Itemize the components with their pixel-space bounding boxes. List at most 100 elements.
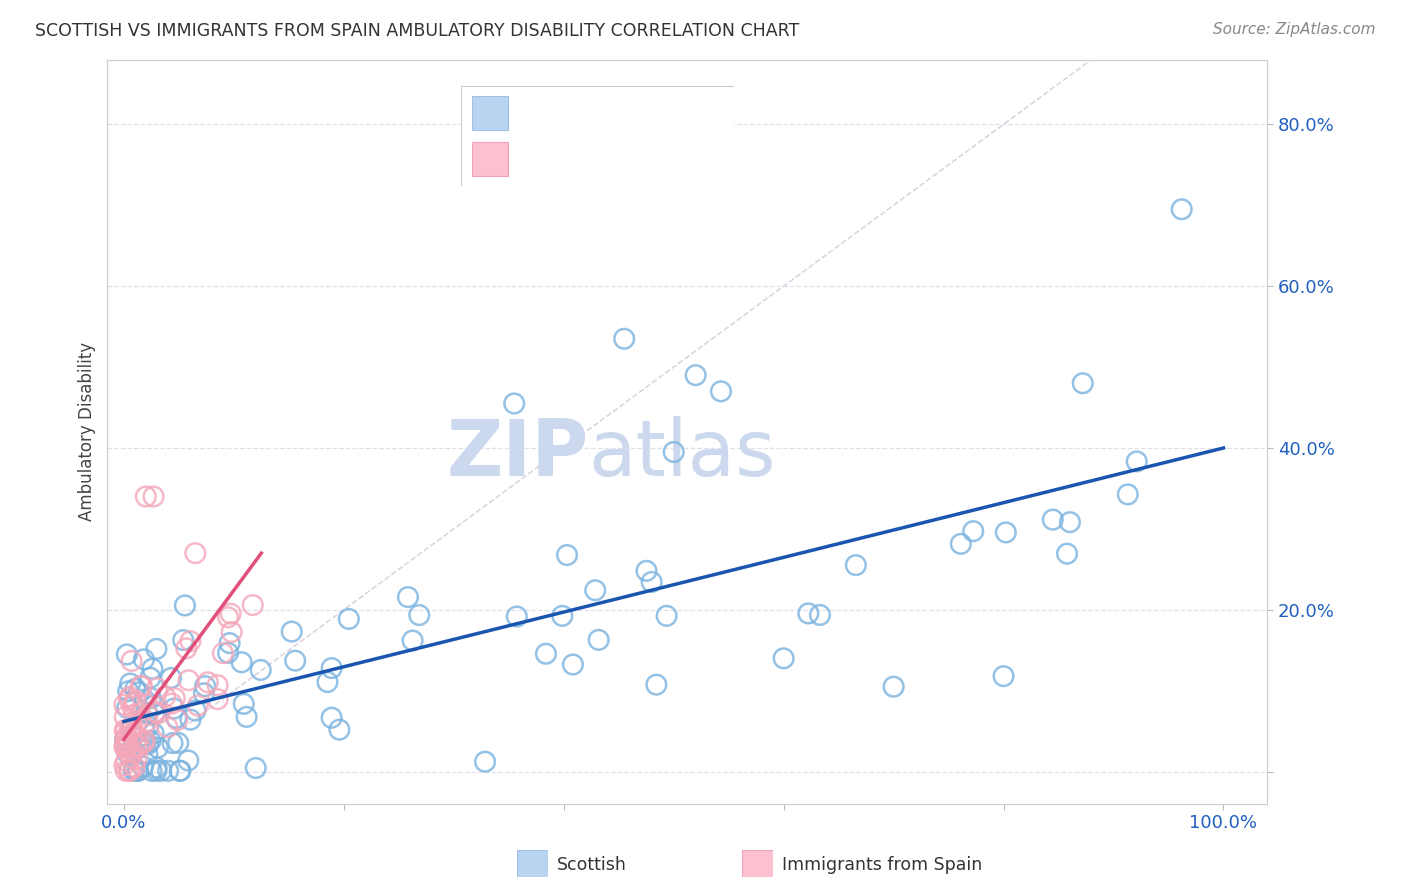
Point	[163, 701, 186, 715]
Point	[122, 707, 145, 722]
Point	[1042, 513, 1064, 527]
Text: Scottish: Scottish	[557, 856, 627, 874]
Point	[1116, 487, 1139, 501]
Point	[127, 764, 149, 778]
Point	[114, 739, 136, 753]
Point	[1071, 376, 1094, 391]
Point	[115, 740, 138, 755]
Point	[655, 608, 678, 623]
Point	[114, 738, 136, 752]
Point	[506, 609, 529, 624]
Point	[121, 729, 143, 743]
Point	[141, 764, 163, 778]
Point	[122, 764, 145, 778]
Point	[207, 692, 229, 706]
Point	[408, 608, 430, 623]
Point	[136, 706, 159, 720]
Point	[1170, 202, 1192, 217]
Point	[993, 669, 1015, 683]
Point	[115, 648, 138, 662]
Point	[134, 692, 156, 706]
Point	[218, 636, 240, 650]
Point	[636, 564, 658, 578]
Point	[142, 490, 165, 504]
Point	[321, 711, 343, 725]
Point	[174, 599, 197, 613]
Point	[156, 720, 179, 734]
Point	[160, 671, 183, 685]
Point	[160, 697, 183, 711]
Point	[114, 733, 136, 747]
Point	[177, 673, 200, 688]
Point	[337, 612, 360, 626]
Point	[134, 723, 156, 738]
Point	[141, 662, 163, 676]
Point	[217, 646, 239, 660]
Point	[169, 764, 191, 778]
Point	[132, 652, 155, 666]
Point	[534, 647, 557, 661]
Point	[118, 690, 141, 704]
Point	[117, 684, 139, 698]
Point	[883, 680, 905, 694]
Point	[121, 722, 143, 736]
Point	[129, 739, 152, 754]
Point	[685, 368, 707, 383]
Point	[588, 632, 610, 647]
Point	[249, 663, 271, 677]
Point	[401, 633, 423, 648]
Point	[143, 698, 166, 713]
Point	[184, 704, 207, 718]
Point	[167, 736, 190, 750]
Point	[179, 634, 201, 648]
Point	[128, 685, 150, 699]
Point	[146, 681, 169, 696]
Point	[176, 641, 198, 656]
Point	[145, 641, 167, 656]
Point	[131, 679, 153, 693]
Point	[136, 708, 159, 723]
FancyBboxPatch shape	[742, 850, 773, 877]
Point	[194, 679, 217, 693]
Point	[396, 590, 419, 604]
Point	[132, 736, 155, 750]
Point	[114, 710, 136, 724]
Point	[125, 739, 148, 754]
Point	[125, 752, 148, 766]
Point	[135, 714, 157, 729]
Point	[169, 764, 191, 778]
Point	[645, 678, 668, 692]
Point	[221, 625, 243, 640]
Point	[150, 764, 173, 778]
Point	[284, 654, 307, 668]
Point	[177, 754, 200, 768]
Point	[148, 706, 170, 721]
Point	[134, 737, 156, 751]
Point	[124, 727, 146, 741]
Point	[124, 694, 146, 708]
Point	[120, 750, 142, 764]
Point	[245, 761, 267, 775]
Point	[551, 608, 574, 623]
Point	[121, 699, 143, 714]
Point	[143, 705, 166, 719]
Point	[232, 697, 254, 711]
Point	[120, 676, 142, 690]
Text: Immigrants from Spain: Immigrants from Spain	[782, 856, 981, 874]
Point	[172, 633, 194, 648]
Point	[146, 740, 169, 755]
Point	[217, 610, 239, 624]
Point	[115, 736, 138, 750]
Point	[321, 661, 343, 675]
Point	[139, 691, 162, 706]
Point	[142, 726, 165, 740]
Point	[640, 574, 662, 589]
Point	[121, 745, 143, 759]
Point	[197, 675, 219, 690]
Point	[136, 737, 159, 751]
Point	[117, 730, 139, 744]
Point	[121, 654, 143, 668]
Point	[242, 598, 264, 612]
Point	[124, 762, 146, 776]
Point	[962, 524, 984, 538]
